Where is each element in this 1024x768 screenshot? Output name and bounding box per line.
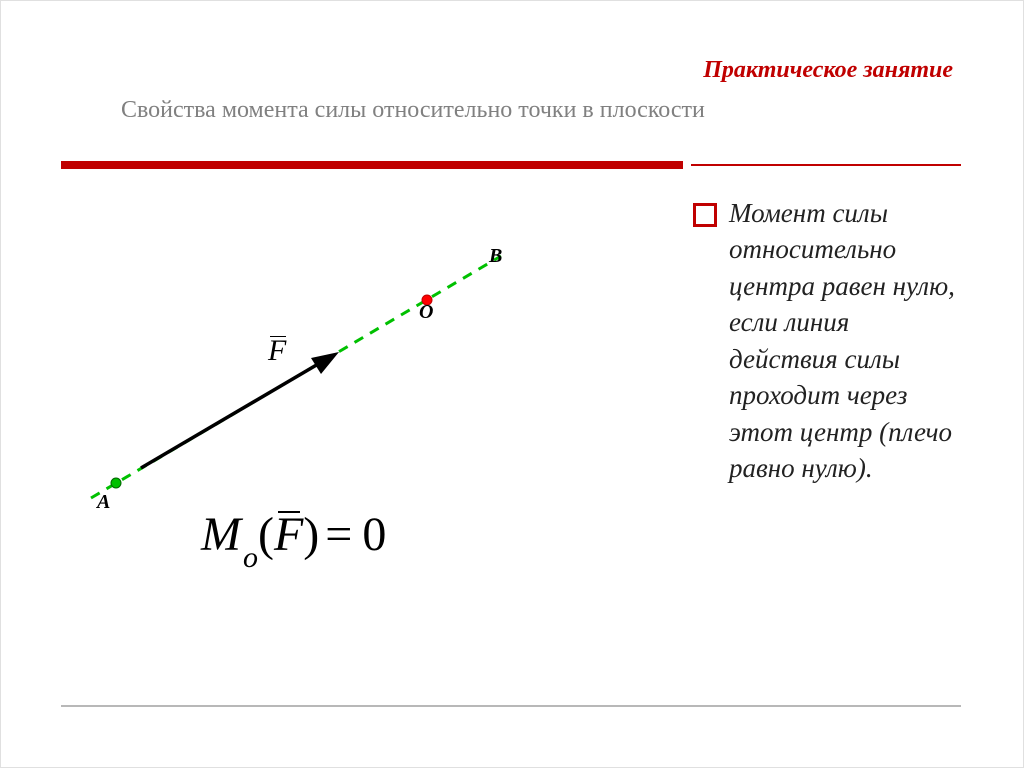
- force-arrow-shaft: [141, 360, 325, 468]
- formula-zero: 0: [362, 508, 386, 561]
- formula-sub-o: o: [243, 541, 258, 574]
- moment-formula: Mo(F)=0: [201, 507, 386, 569]
- label-force-f-text: F: [268, 334, 286, 367]
- bullet-row: Момент силы относительно центра равен ну…: [693, 195, 963, 487]
- label-point-a: А: [97, 491, 110, 514]
- formula-close-paren: ): [303, 508, 319, 561]
- formula-equals: =: [325, 508, 352, 561]
- point-a: [111, 478, 121, 488]
- title-rule-wide: [61, 161, 683, 169]
- formula-M: M: [201, 508, 241, 561]
- formula-open-paren: (: [258, 508, 274, 561]
- f-overbar-icon: [270, 336, 286, 337]
- force-arrow-head: [311, 352, 339, 374]
- slide-subtitle: Свойства момента силы относительно точки…: [121, 97, 705, 124]
- slide: Практическое занятие Свойства момента си…: [0, 0, 1024, 768]
- bullet-text: Момент силы относительно центра равен ну…: [729, 195, 963, 487]
- formula-F: F: [274, 507, 303, 562]
- bullet-block: Момент силы относительно центра равен ну…: [693, 195, 963, 487]
- label-point-o: О: [419, 301, 433, 324]
- title-rule-thin: [691, 164, 961, 166]
- bottom-rule: [61, 705, 961, 707]
- bullet-marker-icon: [693, 203, 717, 227]
- label-force-f: F: [268, 334, 286, 368]
- formula-F-letter: F: [274, 508, 303, 561]
- slide-header-label: Практическое занятие: [703, 57, 953, 84]
- label-point-b: В: [489, 245, 502, 268]
- formula-f-overbar-icon: [278, 511, 300, 513]
